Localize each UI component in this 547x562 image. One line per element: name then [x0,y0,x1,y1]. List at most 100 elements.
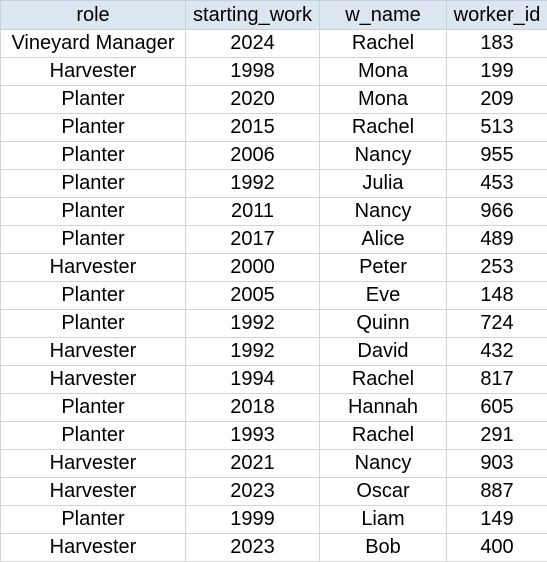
cell-w-name[interactable]: Oscar [320,478,447,506]
cell-w-name[interactable]: Nancy [320,142,447,170]
cell-starting-work[interactable]: 2021 [186,450,320,478]
cell-worker-id[interactable]: 887 [447,478,547,506]
cell-starting-work[interactable]: 2011 [186,198,320,226]
cell-w-name[interactable]: Julia [320,170,447,198]
cell-worker-id[interactable]: 903 [447,450,547,478]
cell-worker-id[interactable]: 605 [447,394,547,422]
cell-starting-work[interactable]: 1999 [186,506,320,534]
cell-worker-id[interactable]: 513 [447,114,547,142]
cell-role[interactable]: Planter [1,310,186,338]
cell-w-name[interactable]: Rachel [320,422,447,450]
cell-w-name[interactable]: Rachel [320,30,447,58]
cell-role[interactable]: Harvester [1,450,186,478]
cell-starting-work[interactable]: 2023 [186,534,320,562]
cell-starting-work[interactable]: 1992 [186,310,320,338]
column-header-starting-work[interactable]: starting_work [186,1,320,30]
cell-role[interactable]: Harvester [1,478,186,506]
cell-worker-id[interactable]: 817 [447,366,547,394]
cell-worker-id[interactable]: 489 [447,226,547,254]
cell-worker-id[interactable]: 955 [447,142,547,170]
cell-worker-id[interactable]: 400 [447,534,547,562]
cell-starting-work[interactable]: 2017 [186,226,320,254]
cell-role[interactable]: Planter [1,394,186,422]
cell-starting-work[interactable]: 2015 [186,114,320,142]
cell-w-name[interactable]: David [320,338,447,366]
cell-starting-work[interactable]: 1992 [186,170,320,198]
cell-starting-work[interactable]: 2024 [186,30,320,58]
cell-worker-id[interactable]: 432 [447,338,547,366]
cell-starting-work[interactable]: 2006 [186,142,320,170]
cell-w-name[interactable]: Quinn [320,310,447,338]
cell-role[interactable]: Harvester [1,338,186,366]
cell-w-name[interactable]: Nancy [320,450,447,478]
cell-starting-work[interactable]: 2023 [186,478,320,506]
column-header-w-name[interactable]: w_name [320,1,447,30]
cell-worker-id[interactable]: 453 [447,170,547,198]
cell-role[interactable]: Planter [1,422,186,450]
cell-w-name[interactable]: Peter [320,254,447,282]
cell-role[interactable]: Planter [1,142,186,170]
cell-role[interactable]: Planter [1,282,186,310]
cell-role[interactable]: Harvester [1,254,186,282]
cell-role[interactable]: Planter [1,198,186,226]
cell-starting-work[interactable]: 1992 [186,338,320,366]
cell-role[interactable]: Planter [1,226,186,254]
cell-w-name[interactable]: Eve [320,282,447,310]
cell-role[interactable]: Harvester [1,534,186,562]
cell-worker-id[interactable]: 966 [447,198,547,226]
cell-role[interactable]: Vineyard Manager [1,30,186,58]
cell-role[interactable]: Harvester [1,366,186,394]
cell-worker-id[interactable]: 199 [447,58,547,86]
cell-w-name[interactable]: Nancy [320,198,447,226]
cell-w-name[interactable]: Hannah [320,394,447,422]
cell-starting-work[interactable]: 1993 [186,422,320,450]
cell-role[interactable]: Harvester [1,58,186,86]
cell-w-name[interactable]: Liam [320,506,447,534]
cell-worker-id[interactable]: 149 [447,506,547,534]
cell-starting-work[interactable]: 2018 [186,394,320,422]
cell-w-name[interactable]: Mona [320,58,447,86]
cell-role[interactable]: Planter [1,170,186,198]
cell-w-name[interactable]: Mona [320,86,447,114]
cell-worker-id[interactable]: 253 [447,254,547,282]
cell-w-name[interactable]: Alice [320,226,447,254]
cell-w-name[interactable]: Rachel [320,114,447,142]
cell-role[interactable]: Planter [1,86,186,114]
cell-worker-id[interactable]: 183 [447,30,547,58]
cell-worker-id[interactable]: 291 [447,422,547,450]
cell-worker-id[interactable]: 209 [447,86,547,114]
cell-starting-work[interactable]: 2020 [186,86,320,114]
column-header-role[interactable]: role [1,1,186,30]
column-header-worker-id[interactable]: worker_id [447,1,547,30]
cell-role[interactable]: Planter [1,114,186,142]
cell-starting-work[interactable]: 2000 [186,254,320,282]
cell-w-name[interactable]: Rachel [320,366,447,394]
cell-starting-work[interactable]: 2005 [186,282,320,310]
cell-role[interactable]: Planter [1,506,186,534]
cell-worker-id[interactable]: 724 [447,310,547,338]
cell-worker-id[interactable]: 148 [447,282,547,310]
cell-w-name[interactable]: Bob [320,534,447,562]
cell-starting-work[interactable]: 1994 [186,366,320,394]
cell-starting-work[interactable]: 1998 [186,58,320,86]
